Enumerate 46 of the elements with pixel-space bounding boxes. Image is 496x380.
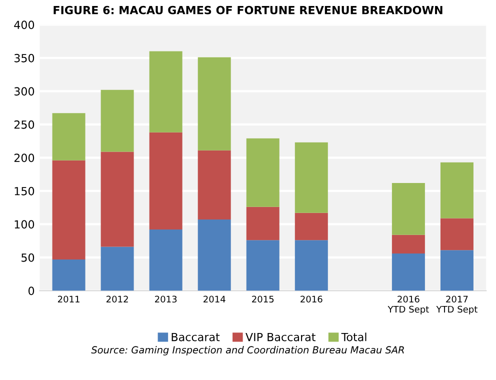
x-tick-label: 2016 xyxy=(300,296,322,303)
bar xyxy=(149,230,182,291)
legend-label: Total xyxy=(341,332,366,342)
chart-title: FIGURE 6: MACAU GAMES OF FORTUNE REVENUE BREAKDOWN xyxy=(54,6,442,14)
bar xyxy=(440,250,474,291)
y-tick-label: 150 xyxy=(14,186,34,196)
bar xyxy=(149,51,182,132)
x-tick-label: 2011 xyxy=(58,296,80,303)
bar xyxy=(294,212,328,240)
bar xyxy=(246,138,280,207)
y-tick-label: 350 xyxy=(14,54,34,62)
bar xyxy=(52,160,86,260)
bar xyxy=(392,234,425,254)
source-note: Source: Gaming Inspection and Coordination Bureau Macau SAR xyxy=(91,346,404,356)
x-tick-label: 2017 YTD Sept xyxy=(436,296,478,314)
bar xyxy=(100,152,134,247)
y-tick-label: 300 xyxy=(14,87,34,96)
bar xyxy=(392,253,425,291)
bar xyxy=(52,259,86,291)
x-tick-label: 2013 xyxy=(155,296,177,303)
bar xyxy=(246,206,280,240)
bar xyxy=(294,142,328,213)
bar xyxy=(440,218,474,250)
y-tick-label: 400 xyxy=(14,20,34,30)
x-tick-label: 2016 YTD Sept xyxy=(388,296,429,314)
y-tick-label: 0 xyxy=(28,286,34,296)
bar xyxy=(440,162,474,218)
x-tick-label: 2015 xyxy=(252,296,274,303)
bar xyxy=(100,246,134,291)
x-tick-label: 2014 xyxy=(204,296,226,303)
y-tick-label: 250 xyxy=(14,120,34,129)
legend-label: Baccarat xyxy=(172,332,220,342)
bar xyxy=(294,240,328,291)
bar xyxy=(392,182,425,235)
bar xyxy=(149,132,182,230)
bar xyxy=(52,113,86,160)
y-tick-label: 50 xyxy=(22,253,34,262)
bar xyxy=(198,150,231,220)
y-tick-label: 100 xyxy=(14,220,34,229)
y-tick-label: 200 xyxy=(14,154,34,162)
bar xyxy=(198,57,231,150)
legend-label: VIP Baccarat xyxy=(246,332,316,342)
bar xyxy=(198,220,231,291)
x-tick-label: 2012 xyxy=(106,296,128,303)
bar xyxy=(246,240,280,291)
bar xyxy=(100,90,134,152)
